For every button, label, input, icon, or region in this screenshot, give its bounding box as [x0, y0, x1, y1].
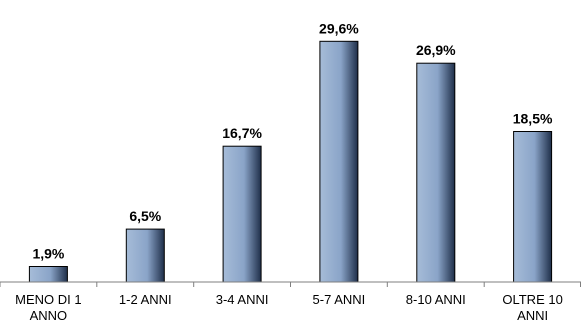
bar-2 [222, 145, 262, 283]
x-tick-label-0: MENO DI 1 ANNO [15, 292, 81, 323]
x-tick-label-5-line-1: ANNI [517, 308, 548, 323]
bar-1 [125, 228, 165, 283]
data-label-0: 1,9% [32, 246, 64, 262]
x-tick-label-2: 3-4 ANNI [216, 292, 269, 307]
data-label-2: 16,7% [222, 125, 262, 141]
x-tick-label-0-line-0: MENO DI 1 [15, 292, 81, 307]
x-tick-label-4-line-0: 8-10 ANNI [406, 292, 466, 307]
data-label-1: 6,5% [129, 208, 161, 224]
x-tick-label-0-line-1: ANNO [30, 308, 68, 323]
bar-3 [319, 40, 359, 283]
x-tick-label-3-line-0: 5-7 ANNI [313, 292, 366, 307]
data-label-4: 26,9% [416, 42, 456, 58]
bar-4 [416, 62, 456, 283]
x-tick-labels-layer: MENO DI 1 ANNO 1-2 ANNI 3-4 ANNI 5-7 ANNI 8-1… [15, 292, 563, 323]
x-tick-label-4: 8-10 ANNI [406, 292, 466, 307]
x-tick-label-5: OLTRE 10 ANNI [502, 292, 562, 323]
data-label-3: 29,6% [319, 20, 359, 36]
data-label-5: 18,5% [513, 111, 553, 127]
value-labels-layer: 1,9% 6,5% 16,7% 29,6% 26,9% 18,5% [32, 20, 553, 261]
x-tick-label-3: 5-7 ANNI [313, 292, 366, 307]
bar-0 [28, 266, 68, 283]
x-tick-label-5-line-0: OLTRE 10 [502, 292, 562, 307]
bars-layer [28, 40, 553, 283]
x-tick-label-1: 1-2 ANNI [119, 292, 172, 307]
x-tick-label-2-line-0: 3-4 ANNI [216, 292, 269, 307]
x-tick-label-1-line-0: 1-2 ANNI [119, 292, 172, 307]
bar-5 [513, 131, 553, 283]
x-axis [0, 281, 581, 287]
